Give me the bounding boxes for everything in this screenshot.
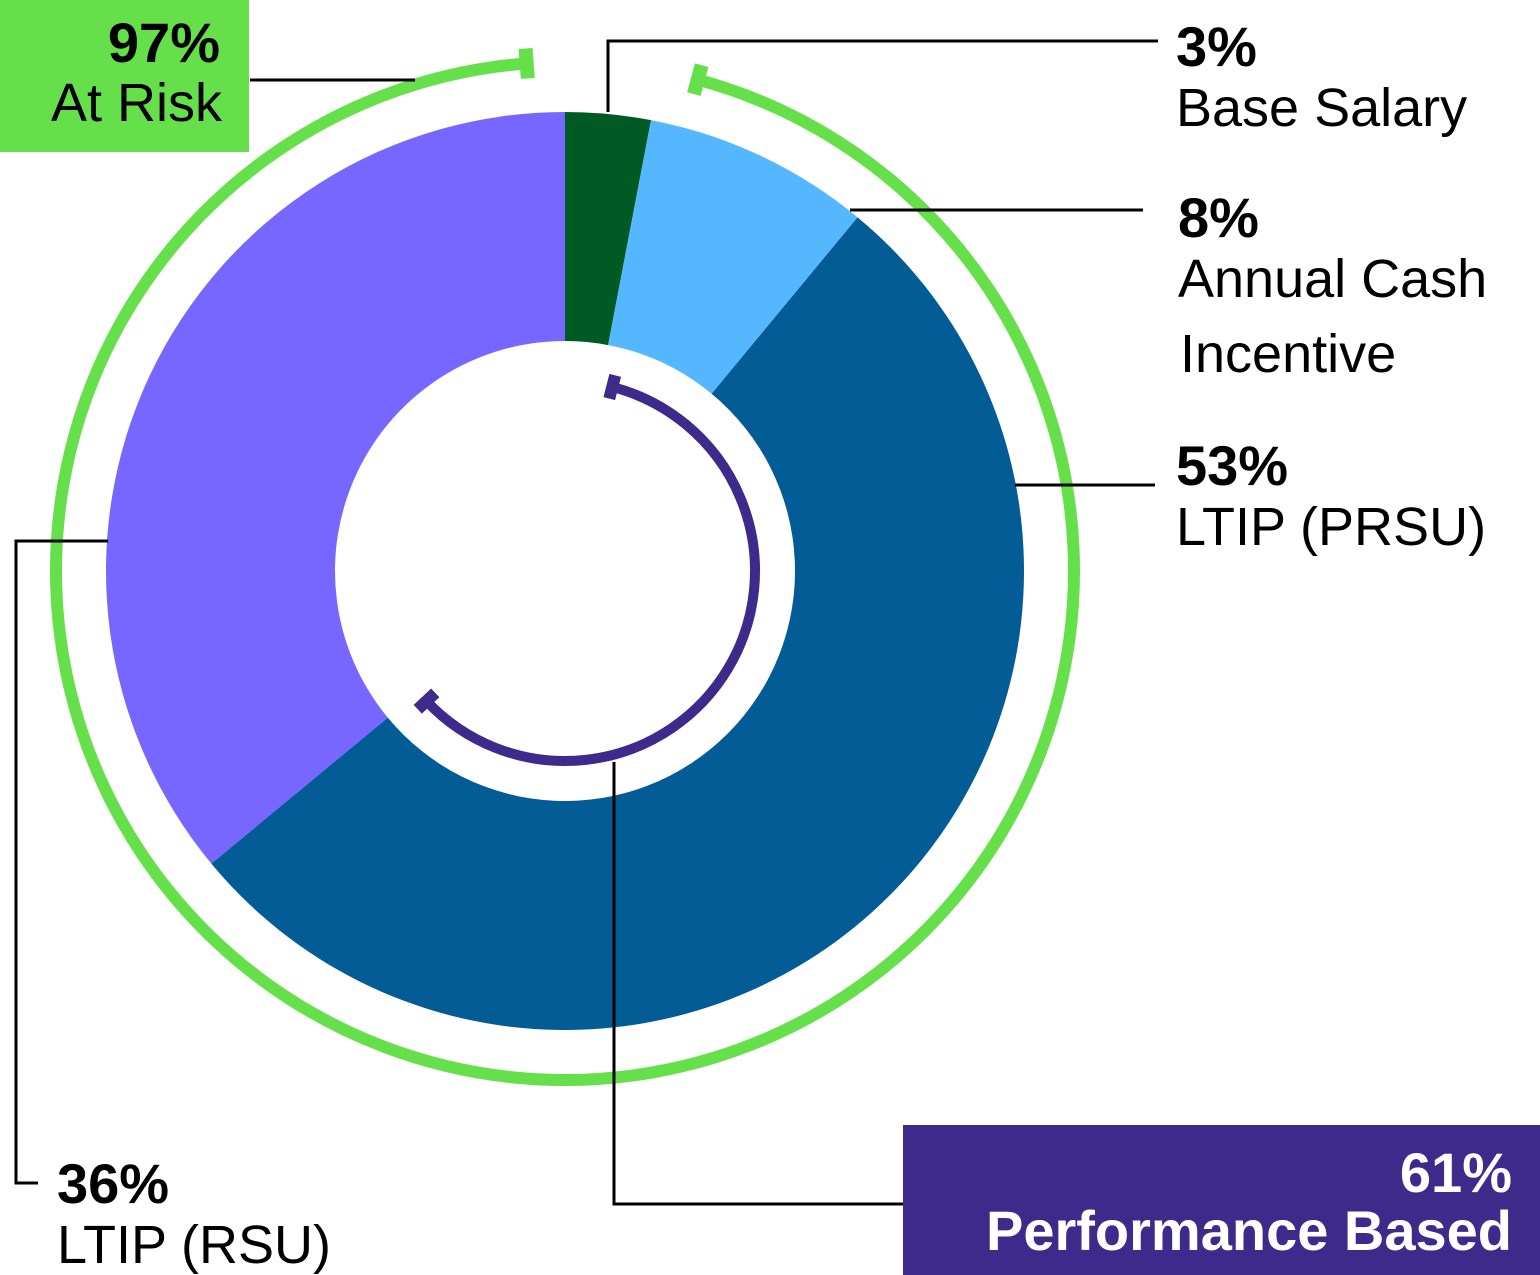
performance-based-pct: 61%: [1400, 1141, 1512, 1204]
performance-bracket-start-tick: [603, 373, 622, 401]
segment-annual-cash-incentive: [608, 120, 858, 394]
segment-ltip-prsu: [211, 217, 1024, 1030]
at-risk-bracket-start-tick: [687, 63, 709, 96]
ltip-rsu-label: LTIP (RSU): [57, 1215, 331, 1275]
base-salary-pct: 3%: [1176, 15, 1257, 78]
base-salary-label: Base Salary: [1176, 78, 1467, 138]
ltip-prsu-label: LTIP (PRSU): [1176, 497, 1486, 557]
performance-based-label: Performance Based: [986, 1199, 1512, 1262]
annual-cash-label-line1: Annual Cash: [1178, 249, 1487, 309]
performance-based-badge: [903, 1125, 1540, 1275]
at-risk-badge: [0, 0, 249, 152]
segment-ltip-rsu: [105, 112, 565, 864]
ltip-rsu-pct: 36%: [57, 1152, 169, 1215]
annual-cash-pct: 8%: [1178, 186, 1259, 249]
at-risk-label: At Risk: [51, 73, 223, 133]
segment-base-salary: [565, 112, 652, 346]
at-risk-bracket-arc: [50, 57, 1080, 1086]
leader-line-performance: [612, 762, 903, 1206]
leader-line-ltip-rsu: [14, 539, 108, 1185]
performance-bracket-end-tick: [413, 688, 440, 714]
performance-bracket-arc: [422, 382, 760, 766]
at-risk-bracket-end-tick: [518, 47, 535, 79]
ltip-prsu-pct: 53%: [1176, 434, 1288, 497]
annual-cash-label-line2: Incentive: [1180, 324, 1396, 384]
donut-segments: [105, 112, 1024, 1030]
leader-line-base-salary: [606, 39, 1158, 112]
at-risk-pct: 97%: [108, 11, 220, 74]
